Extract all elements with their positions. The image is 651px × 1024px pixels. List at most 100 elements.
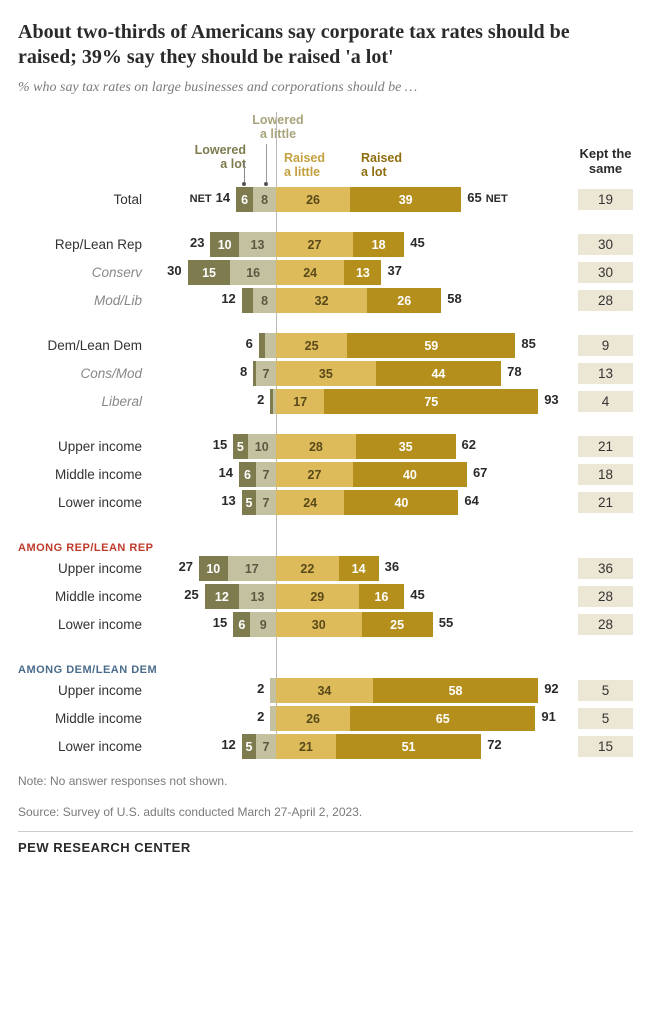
net-raised: 36 — [385, 559, 399, 574]
net-raised: 92 — [544, 681, 558, 696]
seg-lowered-little: 8 — [253, 187, 276, 212]
seg-raised-little: 34 — [276, 678, 373, 703]
net-raised: 64 — [464, 493, 478, 508]
chart-source: Source: Survey of U.S. adults conducted … — [18, 804, 633, 821]
data-row: Dem/Lean Dem25596859 — [18, 333, 633, 358]
kept-same-value: 21 — [578, 436, 633, 457]
net-lowered: 2 — [257, 681, 264, 696]
data-row: Total682639NET1465NET19 — [18, 187, 633, 212]
net-raised: 45 — [410, 587, 424, 602]
seg-raised-lot: 13 — [344, 260, 381, 285]
kept-same-header: Kept the same — [578, 147, 633, 177]
kept-same-value: 30 — [578, 234, 633, 255]
seg-lowered-lot: 6 — [236, 187, 253, 212]
data-row: Middle income26652915 — [18, 706, 633, 731]
seg-raised-lot: 59 — [347, 333, 515, 358]
net-raised: 72 — [487, 737, 501, 752]
row-label: Lower income — [18, 495, 142, 510]
seg-raised-lot: 25 — [362, 612, 433, 637]
net-raised: 67 — [473, 465, 487, 480]
seg-raised-little: 24 — [276, 490, 344, 515]
seg-raised-lot: 26 — [367, 288, 441, 313]
net-lowered: NET14 — [186, 190, 230, 205]
net-lowered: 2 — [257, 709, 264, 724]
net-raised: 93 — [544, 392, 558, 407]
kept-same-value: 18 — [578, 464, 633, 485]
net-raised: 85 — [521, 336, 535, 351]
net-lowered: 23 — [190, 235, 204, 250]
data-row: Lower income572151127215 — [18, 734, 633, 759]
seg-raised-lot: 75 — [324, 389, 538, 414]
seg-lowered-little: 16 — [230, 260, 276, 285]
row-label: Upper income — [18, 439, 142, 454]
seg-raised-little: 26 — [276, 706, 350, 731]
row-label: Liberal — [18, 394, 142, 409]
seg-raised-little: 32 — [276, 288, 367, 313]
net-lowered: 25 — [184, 587, 198, 602]
seg-raised-little: 26 — [276, 187, 350, 212]
seg-lowered-little: 17 — [228, 556, 276, 581]
row-label: Middle income — [18, 711, 142, 726]
seg-lowered-little: 8 — [253, 288, 276, 313]
net-lowered: 15 — [213, 615, 227, 630]
data-row: Lower income693025155528 — [18, 612, 633, 637]
chart-rows: Total682639NET1465NET19Rep/Lean Rep10132… — [18, 187, 633, 759]
seg-raised-lot: 58 — [373, 678, 538, 703]
data-row: Lower income 572440 13 64 21 — [18, 490, 633, 515]
net-raised: 65NET — [467, 190, 511, 205]
row-label: Conserv — [18, 265, 142, 280]
row-label: Lower income — [18, 739, 142, 754]
row-label: Middle income — [18, 467, 142, 482]
seg-lowered-lot — [242, 288, 253, 313]
seg-raised-little: 24 — [276, 260, 344, 285]
seg-lowered-little: 13 — [239, 232, 276, 257]
group-header: AMONG DEM/LEAN DEM — [18, 664, 633, 676]
footer-brand: PEW RESEARCH CENTER — [18, 831, 633, 855]
row-label: Middle income — [18, 589, 142, 604]
kept-same-value: 15 — [578, 736, 633, 757]
net-lowered: 27 — [179, 559, 193, 574]
seg-lowered-lot: 15 — [188, 260, 231, 285]
seg-raised-little: 28 — [276, 434, 356, 459]
kept-same-value: 36 — [578, 558, 633, 579]
seg-lowered-lot: 6 — [239, 462, 256, 487]
seg-raised-lot: 35 — [356, 434, 456, 459]
kept-same-value: 28 — [578, 586, 633, 607]
data-row: Rep/Lean Rep10132718234530 — [18, 232, 633, 257]
seg-raised-little: 27 — [276, 462, 353, 487]
net-lowered: 30 — [167, 263, 181, 278]
seg-lowered-little: 7 — [256, 490, 276, 515]
data-row: Middle income12132916254528 — [18, 584, 633, 609]
kept-same-value: 5 — [578, 708, 633, 729]
row-label: Dem/Lean Dem — [18, 338, 142, 353]
kept-same-value: 4 — [578, 391, 633, 412]
net-lowered: 14 — [218, 465, 232, 480]
seg-lowered-lot: 10 — [210, 232, 239, 257]
row-label: Lower income — [18, 617, 142, 632]
kept-same-value: 28 — [578, 290, 633, 311]
seg-raised-lot: 14 — [339, 556, 379, 581]
kept-same-value: 21 — [578, 492, 633, 513]
net-raised: 55 — [439, 615, 453, 630]
net-raised: 78 — [507, 364, 521, 379]
seg-lowered-little: 9 — [250, 612, 276, 637]
data-row: Conserv15162413303730 — [18, 260, 633, 285]
seg-raised-little: 35 — [276, 361, 376, 386]
net-lowered: 13 — [221, 493, 235, 508]
data-row: Cons/Mod7354487813 — [18, 361, 633, 386]
chart-subtitle: % who say tax rates on large businesses … — [18, 80, 633, 96]
row-label: Upper income — [18, 683, 142, 698]
net-raised: 37 — [387, 263, 401, 278]
seg-lowered-lot: 12 — [205, 584, 239, 609]
net-lowered: 15 — [213, 437, 227, 452]
seg-raised-little: 25 — [276, 333, 347, 358]
seg-lowered-lot: 5 — [242, 490, 256, 515]
net-raised: 58 — [447, 291, 461, 306]
group-header: AMONG REP/LEAN REP — [18, 542, 633, 554]
seg-raised-lot: 40 — [344, 490, 458, 515]
seg-raised-lot: 18 — [353, 232, 404, 257]
chart-area: Lowered a lotLowereda littleRaiseda litt… — [18, 112, 633, 759]
seg-raised-lot: 51 — [336, 734, 481, 759]
seg-raised-lot: 16 — [359, 584, 405, 609]
net-lowered: 12 — [221, 291, 235, 306]
